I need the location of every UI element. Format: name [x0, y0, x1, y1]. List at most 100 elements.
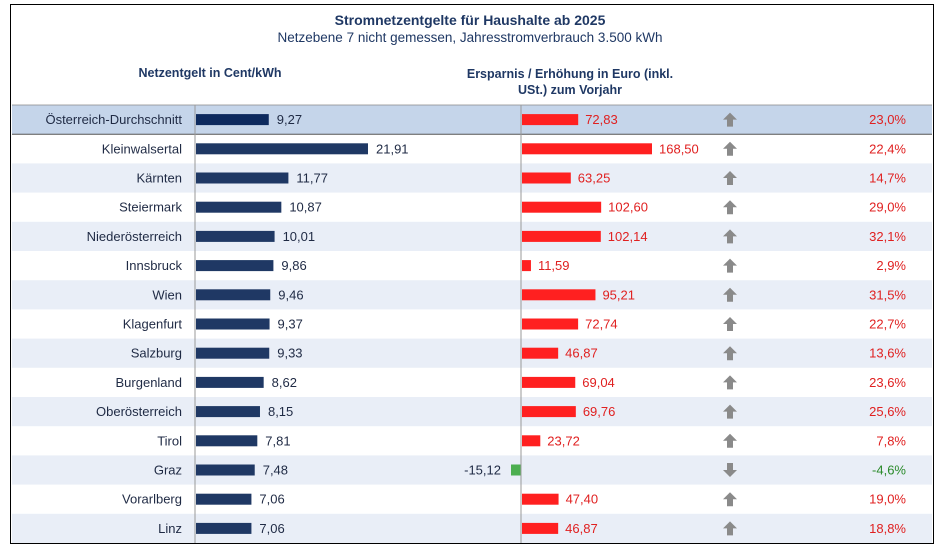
percent-change-label: 23,0% [869, 112, 906, 127]
right-column-header-line1: Ersparnis / Erhöhung in Euro (inkl. [466, 67, 674, 81]
category-label: Linz [158, 521, 182, 536]
percent-change-label: 31,5% [869, 287, 906, 302]
change-bar [522, 289, 596, 301]
arrow-up-icon [723, 112, 737, 127]
arrow-up-icon [723, 141, 737, 156]
row-background [12, 280, 932, 310]
netzentgelt-value-label: 7,48 [263, 463, 288, 478]
netzentgelt-bar [196, 464, 255, 476]
change-value-label: 11,59 [538, 258, 570, 273]
netzentgelt-bar [196, 493, 252, 505]
netzentgelt-value-label: 9,86 [281, 258, 306, 273]
change-value-label: 102,60 [608, 200, 648, 215]
right-column-header: Ersparnis / Erhöhung in Euro (inkl. USt.… [420, 66, 720, 98]
percent-change-label: 22,7% [869, 317, 906, 332]
netzentgelt-bar [196, 522, 252, 534]
netzentgelt-bar [196, 289, 271, 301]
change-bar [511, 464, 521, 476]
left-column-header: Netzentgelt in Cent/kWh [138, 66, 282, 80]
category-label: Niederösterreich [87, 229, 182, 244]
category-label: Wien [152, 287, 182, 302]
netzentgelt-bar [196, 435, 258, 447]
arrow-up-icon [723, 258, 737, 273]
percent-change-label: 25,6% [869, 404, 906, 419]
change-value-label: 69,04 [582, 375, 615, 390]
change-value-label: 46,87 [565, 346, 598, 361]
arrow-up-icon [723, 287, 737, 302]
row-background [12, 455, 932, 485]
change-value-label: 46,87 [565, 521, 598, 536]
change-bar [522, 260, 531, 272]
change-bar [522, 406, 576, 418]
arrow-up-icon [723, 492, 737, 507]
change-value-label: 72,74 [585, 317, 618, 332]
change-value-label: -15,12 [464, 463, 501, 478]
row-background [12, 397, 932, 427]
netzentgelt-value-label: 21,91 [376, 141, 409, 156]
category-label: Kleinwalsertal [102, 141, 182, 156]
category-label: Innsbruck [126, 258, 183, 273]
change-bar [522, 435, 541, 447]
row-background [12, 105, 932, 135]
category-label: Klagenfurt [123, 317, 183, 332]
netzentgelt-value-label: 8,62 [272, 375, 297, 390]
percent-change-label: 2,9% [876, 258, 906, 273]
netzentgelt-value-label: 9,27 [277, 112, 302, 127]
change-bar [522, 201, 602, 213]
arrow-up-icon [723, 200, 737, 215]
category-label: Vorarlberg [122, 492, 182, 507]
change-bar [522, 230, 601, 242]
row-background [12, 163, 932, 193]
arrow-up-icon [723, 346, 737, 361]
netzentgelt-value-label: 9,37 [278, 317, 303, 332]
category-label: Steiermark [119, 200, 182, 215]
netzentgelt-bar [196, 172, 289, 184]
category-label: Österreich-Durchschnitt [45, 112, 182, 127]
row-background [12, 221, 932, 251]
netzentgelt-bar [196, 376, 264, 388]
arrow-up-icon [723, 171, 737, 185]
netzentgelt-value-label: 8,15 [268, 404, 293, 419]
arrow-up-icon [723, 229, 737, 244]
percent-change-label: 7,8% [876, 433, 906, 448]
percent-change-label: 32,1% [869, 229, 906, 244]
change-value-label: 63,25 [578, 171, 611, 186]
change-bar [522, 376, 576, 388]
percent-change-label: 22,4% [869, 141, 906, 156]
netzentgelt-value-label: 7,06 [259, 521, 284, 536]
netzentgelt-bar [196, 406, 260, 418]
percent-change-label: 23,6% [869, 375, 906, 390]
netzentgelt-bar [196, 230, 275, 242]
change-value-label: 69,76 [583, 404, 616, 419]
right-column-header-line2: USt.) zum Vorjahr [518, 83, 622, 97]
change-bar [522, 143, 652, 155]
category-label: Tirol [157, 433, 182, 448]
change-bar [522, 347, 559, 359]
category-label: Salzburg [131, 346, 182, 361]
chart-title: Stromnetzentgelte für Haushalte ab 2025 [334, 12, 606, 28]
chart-frame [10, 4, 934, 544]
category-label: Oberösterreich [96, 404, 182, 419]
netzentgelt-value-label: 7,81 [265, 433, 290, 448]
netzentgelt-bar [196, 318, 270, 330]
netzentgelt-value-label: 9,33 [277, 346, 302, 361]
category-label: Burgenland [116, 375, 183, 390]
arrow-up-icon [723, 521, 737, 536]
percent-change-label: 29,0% [869, 200, 906, 215]
percent-change-label: 18,8% [869, 521, 906, 536]
row-background [12, 513, 932, 543]
arrow-up-icon [723, 317, 737, 331]
row-background [12, 338, 932, 368]
netzentgelt-bar [196, 260, 274, 272]
percent-change-label: 14,7% [869, 171, 906, 186]
netzentgelt-bar [196, 114, 269, 126]
change-bar [522, 522, 559, 534]
netzentgelt-bar [196, 201, 282, 213]
category-label: Kärnten [136, 171, 182, 186]
change-value-label: 168,50 [659, 141, 699, 156]
percent-change-label: 13,6% [869, 346, 906, 361]
change-value-label: 102,14 [608, 229, 648, 244]
netzentgelt-bar [196, 347, 270, 359]
change-bar [522, 318, 579, 330]
